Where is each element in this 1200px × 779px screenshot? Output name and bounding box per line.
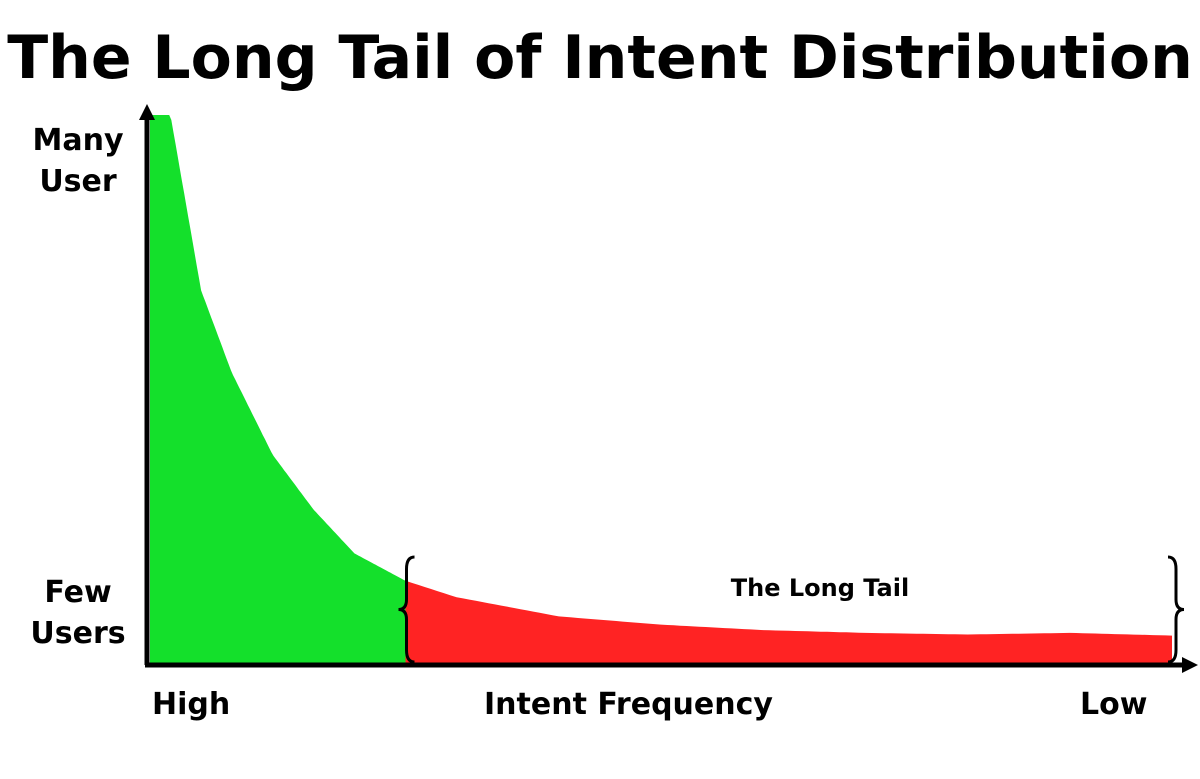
- right-brace: [1167, 555, 1185, 664]
- long-tail-annotation: The Long Tail: [730, 574, 910, 602]
- y-tick-top-line1: Many: [32, 123, 124, 158]
- x-axis-label: Intent Frequency: [484, 687, 773, 722]
- x-axis-arrow: [1182, 657, 1198, 673]
- x-tick-end: Low: [1080, 687, 1148, 722]
- left-brace: [398, 555, 415, 664]
- head-area: [150, 115, 406, 663]
- y-tick-bottom-line1: Few: [44, 575, 112, 610]
- y-tick-bottom-line2: Users: [30, 616, 126, 651]
- tail-area: [405, 580, 1172, 663]
- x-tick-start: High: [152, 687, 231, 722]
- chart-title: The Long Tail of Intent Distribution: [7, 23, 1193, 93]
- y-tick-top-line2: User: [39, 164, 117, 199]
- y-axis-arrow: [139, 104, 155, 120]
